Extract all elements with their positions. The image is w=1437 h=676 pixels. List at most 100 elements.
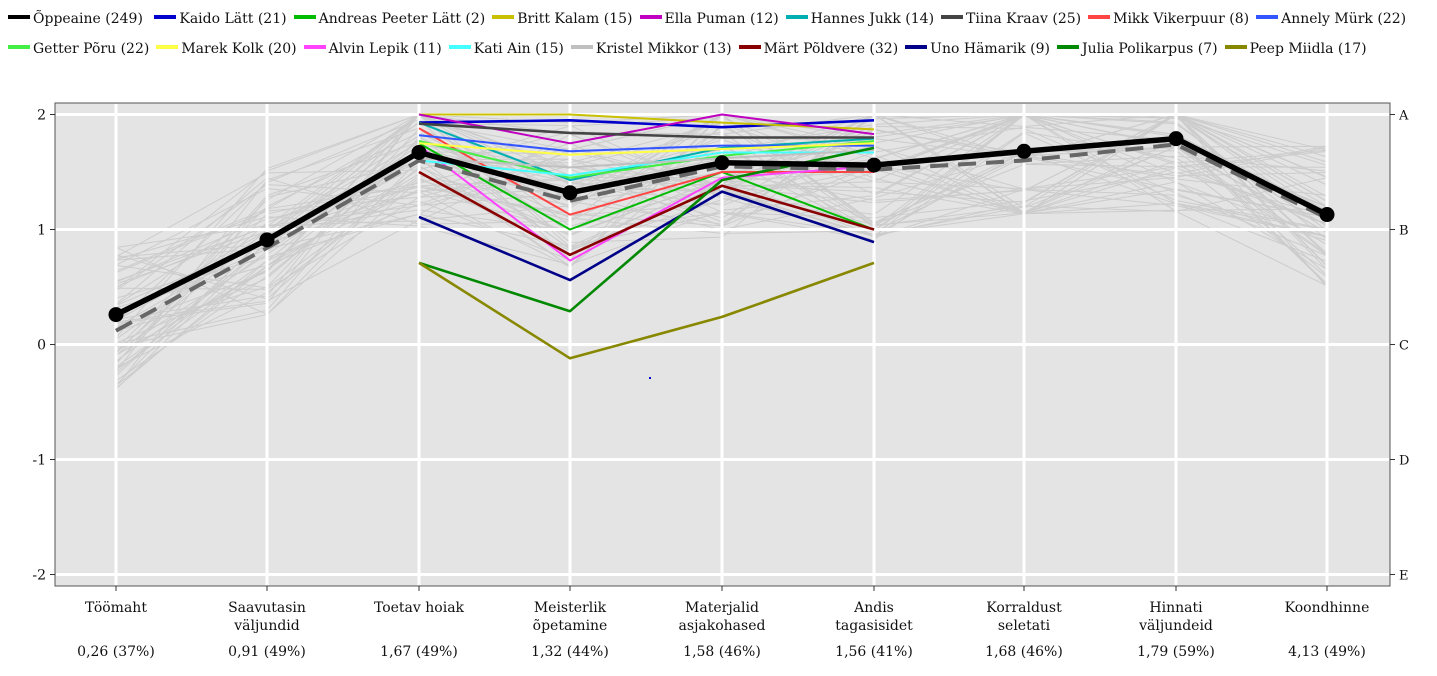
- legend-item-main[interactable]: Õppeaine (249): [8, 4, 143, 34]
- legend-item[interactable]: Alvin Lepik (11): [303, 34, 442, 64]
- legend-item[interactable]: Andreas Peeter Lätt (2): [293, 4, 485, 34]
- legend-item[interactable]: Getter Põru (22): [8, 34, 149, 64]
- legend-item[interactable]: Kati Ain (15): [448, 34, 564, 64]
- category-stat: 1,68 (46%): [985, 644, 1063, 660]
- legend-label: Alvin Lepik (11): [328, 41, 442, 57]
- legend-label: Annely Mürk (22): [1281, 11, 1407, 27]
- right-tick-label: B: [1399, 224, 1409, 239]
- legend-swatch: [492, 15, 515, 19]
- legend-item[interactable]: Julia Polikarpus (7): [1056, 34, 1218, 64]
- category-stat: 1,58 (46%): [683, 644, 761, 660]
- category-label: Koondhinne 4,13 (49%): [1257, 599, 1397, 661]
- legend-label: Õppeaine (249): [33, 11, 143, 27]
- legend-label: Hannes Jukk (14): [810, 11, 935, 27]
- legend-swatch: [8, 45, 30, 49]
- series-line: [418, 190, 875, 282]
- axis-ticks: 2 1 0 -1 -2 A B C D E: [32, 108, 1409, 591]
- legend-swatch: [1256, 15, 1279, 19]
- legend-label: Tiina Kraav (25): [966, 11, 1082, 27]
- category-stat: 0,26 (37%): [77, 644, 155, 660]
- category-label: Saavutasin väljundid 0,91 (49%): [197, 599, 337, 661]
- left-tick-label: 0: [37, 338, 46, 354]
- legend-swatch: [156, 45, 179, 49]
- main-series-point: [714, 155, 730, 171]
- legend: Õppeaine (249) Kaido Lätt (21) Andreas Pe…: [8, 4, 1428, 64]
- category-name: Saavutasin väljundid: [228, 600, 306, 634]
- series-line: [419, 113, 875, 131]
- category-stat: 1,56 (41%): [835, 644, 913, 660]
- left-tick-label: 1: [37, 223, 46, 239]
- legend-item[interactable]: Ella Puman (12): [639, 4, 779, 34]
- legend-label: Kristel Mikkor (13): [595, 41, 732, 57]
- legend-swatch: [905, 45, 928, 49]
- right-tick-label: D: [1399, 454, 1409, 469]
- legend-label: Kati Ain (15): [473, 41, 564, 57]
- legend-label: Uno Hämarik (9): [930, 41, 1050, 57]
- series-line: [418, 142, 875, 156]
- legend-item[interactable]: Annely Mürk (22): [1256, 4, 1406, 34]
- category-name: Toetav hoiak: [373, 600, 465, 616]
- category-label: Töömaht 0,26 (37%): [46, 599, 186, 661]
- category-name: Meisterlik õpetamine: [532, 600, 608, 634]
- left-tick-label: 2: [37, 108, 46, 124]
- category-stat: 0,91 (49%): [228, 644, 306, 660]
- legend-label: Ella Puman (12): [664, 11, 779, 27]
- legend-swatch: [785, 15, 808, 19]
- category-label: Korraldust seletati 1,68 (46%): [954, 599, 1094, 661]
- series-line: [418, 149, 875, 169]
- legend-swatch: [570, 45, 593, 49]
- legend-item[interactable]: Tiina Kraav (25): [941, 4, 1081, 34]
- category-label: Toetav hoiak 1,67 (49%): [349, 599, 489, 661]
- right-tick-label: C: [1399, 339, 1409, 354]
- category-label: Hinnati väljundeid 1,79 (59%): [1106, 599, 1246, 661]
- legend-swatch: [303, 45, 326, 49]
- series-line: [418, 170, 875, 257]
- right-tick-label: E: [1399, 569, 1409, 584]
- main-series-point: [866, 157, 882, 173]
- main-series-point: [562, 185, 578, 201]
- main-lines: [108, 131, 1335, 333]
- legend-item[interactable]: Peep Miidla (17): [1224, 34, 1367, 64]
- legend-item[interactable]: Mikk Vikerpuur (8): [1088, 4, 1249, 34]
- main-series-point: [259, 232, 275, 248]
- category-stat: 1,79 (59%): [1137, 644, 1215, 660]
- category-label: Materjalid asjakohased 1,58 (46%): [652, 599, 792, 661]
- left-tick-label: -1: [32, 453, 46, 469]
- legend-item[interactable]: Märt Põldvere (32): [738, 34, 899, 64]
- legend-label: Britt Kalam (15): [517, 11, 633, 27]
- legend-swatch: [8, 15, 30, 19]
- category-name: Korraldust seletati: [986, 600, 1062, 634]
- legend-item[interactable]: Hannes Jukk (14): [785, 4, 935, 34]
- legend-swatch: [1224, 45, 1247, 49]
- category-stat: 1,67 (49%): [380, 644, 458, 660]
- legend-swatch: [1056, 45, 1079, 49]
- legend-swatch: [448, 45, 471, 49]
- main-series-point: [1319, 207, 1335, 223]
- legend-swatch: [738, 45, 761, 49]
- category-label: Meisterlik õpetamine 1,32 (44%): [500, 599, 640, 661]
- legend-item[interactable]: Uno Hämarik (9): [905, 34, 1050, 64]
- series-line: [418, 122, 874, 139]
- legend-label: Kaido Lätt (21): [179, 11, 287, 27]
- main-series-point: [1016, 143, 1032, 159]
- legend-swatch: [154, 15, 177, 19]
- legend-swatch: [639, 15, 662, 19]
- category-label: Andis tagasisidet 1,56 (41%): [804, 599, 944, 661]
- category-name: Hinnati väljundeid: [1139, 600, 1213, 634]
- legend-item[interactable]: Marek Kolk (20): [156, 34, 297, 64]
- main-series-point: [108, 307, 124, 323]
- category-name: Koondhinne: [1284, 600, 1370, 616]
- series-line: [418, 151, 874, 177]
- legend-label: Märt Põldvere (32): [763, 41, 899, 57]
- category-name: Andis tagasisidet: [835, 600, 913, 634]
- series-line: [418, 261, 875, 360]
- category-stat: 1,32 (44%): [531, 644, 609, 660]
- legend-item[interactable]: Britt Kalam (15): [492, 4, 633, 34]
- legend-item[interactable]: Kaido Lätt (21): [154, 4, 287, 34]
- stray-dot: [649, 377, 651, 379]
- legend-label: Mikk Vikerpuur (8): [1113, 11, 1250, 27]
- category-name: Töömaht: [85, 600, 147, 616]
- series-line: [418, 142, 875, 231]
- legend-item[interactable]: Kristel Mikkor (13): [570, 34, 732, 64]
